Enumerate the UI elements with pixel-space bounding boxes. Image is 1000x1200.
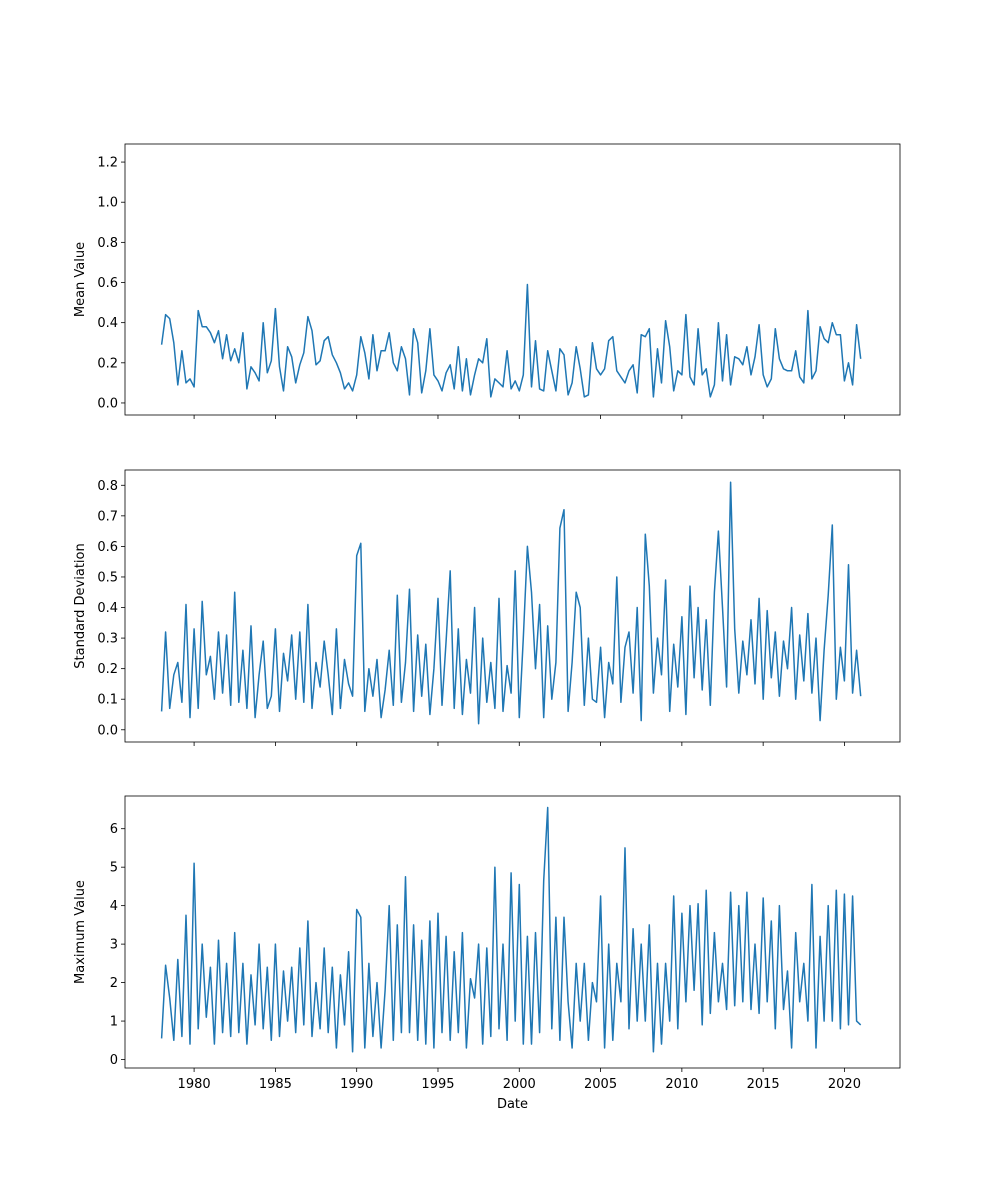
x-tick-label: 2015 bbox=[747, 1077, 780, 1092]
x-tick-label: 2005 bbox=[584, 1077, 617, 1092]
y-tick-label: 1.0 bbox=[97, 196, 118, 211]
x-tick-label: 1980 bbox=[178, 1077, 211, 1092]
y-axis-label: Maximum Value bbox=[73, 880, 88, 984]
y-tick-label: 0.1 bbox=[97, 693, 118, 708]
x-tick-label: 2020 bbox=[828, 1077, 861, 1092]
series-line bbox=[160, 481, 862, 725]
y-tick-label: 1 bbox=[110, 1015, 118, 1030]
y-tick-label: 1.2 bbox=[97, 156, 118, 171]
y-tick-label: 4 bbox=[110, 899, 118, 914]
y-tick-label: 0.2 bbox=[97, 356, 118, 371]
x-tick-label: 2010 bbox=[665, 1077, 698, 1092]
axes-frame bbox=[124, 795, 901, 1069]
series-line bbox=[160, 283, 862, 398]
subplot-2: 0.0 0.1 0.2 0.3 0.4 0.5 0.6 0.7 0.8 Standard Devi… bbox=[73, 469, 901, 746]
y-tick-label: 0.6 bbox=[97, 540, 118, 555]
y-tick-label: 0.8 bbox=[97, 236, 118, 251]
y-tick-label: 0.0 bbox=[97, 396, 118, 411]
x-tick-label: 1995 bbox=[421, 1077, 454, 1092]
x-axis-label: Date bbox=[497, 1097, 528, 1112]
y-tick-label: 6 bbox=[110, 822, 118, 837]
axes-frame bbox=[124, 469, 901, 743]
y-tick-label: 2 bbox=[110, 976, 118, 991]
y-tick-label: 0.4 bbox=[97, 316, 118, 331]
y-tick-label: 0.3 bbox=[97, 632, 118, 647]
y-tick-label: 0.0 bbox=[97, 723, 118, 738]
series-line bbox=[160, 806, 862, 1053]
y-tick-label: 5 bbox=[110, 861, 118, 876]
y-tick-label: 0.6 bbox=[97, 276, 118, 291]
y-tick-label: 0.4 bbox=[97, 601, 118, 616]
subplot-1: 0.0 0.2 0.4 0.6 0.8 1.0 1.2 Mean Value bbox=[73, 143, 901, 419]
y-axis-label: Mean Value bbox=[73, 242, 88, 317]
y-tick-label: 0 bbox=[110, 1053, 118, 1068]
y-tick-label: 0.7 bbox=[97, 509, 118, 524]
x-tick-label: 2000 bbox=[503, 1077, 536, 1092]
y-tick-label: 0.5 bbox=[97, 570, 118, 585]
y-tick-label: 0.2 bbox=[97, 662, 118, 677]
x-tick-label: 1990 bbox=[340, 1077, 373, 1092]
y-tick-label: 0.8 bbox=[97, 479, 118, 494]
y-axis-label: Standard Deviation bbox=[73, 543, 88, 668]
subplot-3: 0 1 2 3 4 5 6 1980 1985 1990 1995 2000 2005 2010 2015 2… bbox=[73, 795, 901, 1112]
x-tick-label: 1985 bbox=[259, 1077, 292, 1092]
axes-frame bbox=[124, 143, 901, 416]
y-tick-label: 3 bbox=[110, 938, 118, 953]
